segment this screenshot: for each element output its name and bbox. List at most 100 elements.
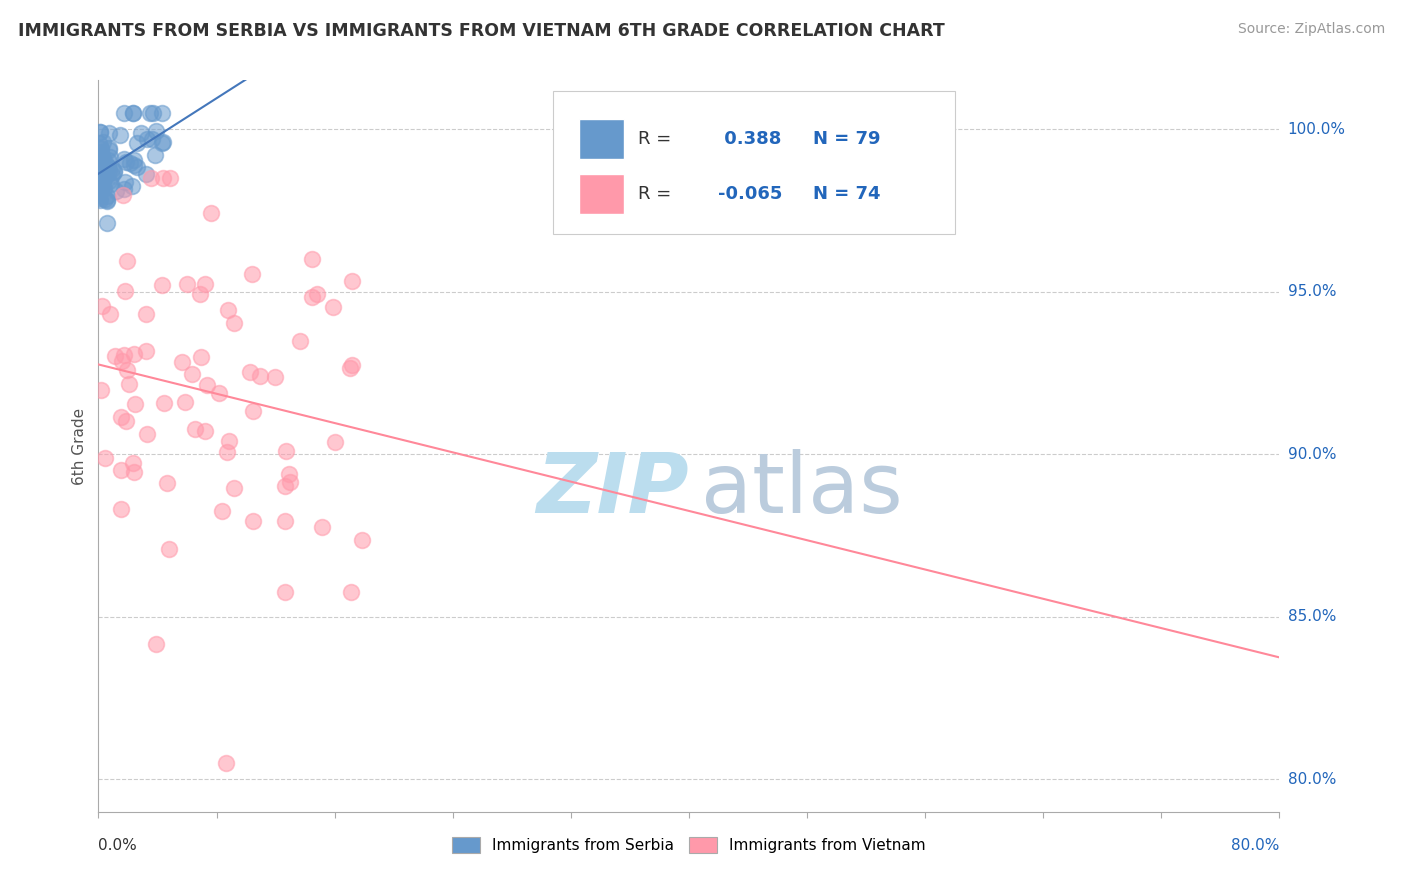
Point xyxy=(101,169,124,183)
Point xyxy=(114,284,136,298)
Point xyxy=(184,422,207,436)
Point xyxy=(124,397,146,411)
Point xyxy=(90,180,112,194)
Point xyxy=(89,164,111,178)
Point xyxy=(138,105,160,120)
Point xyxy=(108,128,131,143)
Point xyxy=(90,148,112,162)
Point xyxy=(115,253,138,268)
Y-axis label: 6th Grade: 6th Grade xyxy=(72,408,87,484)
Point xyxy=(94,169,117,184)
Point xyxy=(242,404,264,418)
Point xyxy=(112,187,135,202)
Point xyxy=(173,395,195,409)
Point xyxy=(176,277,198,291)
FancyBboxPatch shape xyxy=(553,91,955,234)
Point xyxy=(152,170,174,185)
Point xyxy=(89,184,111,198)
Point xyxy=(89,191,111,205)
Point xyxy=(97,160,120,174)
Point xyxy=(115,363,138,377)
Point xyxy=(103,165,125,179)
Point xyxy=(301,252,323,266)
Point xyxy=(124,465,146,479)
Point xyxy=(90,161,112,175)
Point xyxy=(112,182,135,196)
Text: 80.0%: 80.0% xyxy=(1288,772,1336,787)
Point xyxy=(273,514,295,528)
Point xyxy=(145,124,167,138)
Bar xyxy=(579,174,624,214)
Point xyxy=(93,181,115,195)
Point xyxy=(311,519,333,533)
Point xyxy=(96,216,118,230)
Point xyxy=(90,161,112,176)
Text: R =: R = xyxy=(638,130,672,148)
Point xyxy=(134,344,156,359)
Point xyxy=(89,157,111,171)
Point xyxy=(89,125,111,139)
Point xyxy=(122,347,145,361)
Point xyxy=(97,126,120,140)
Point xyxy=(103,163,125,178)
Text: -0.065: -0.065 xyxy=(718,185,783,202)
Point xyxy=(94,451,117,466)
Point xyxy=(93,154,115,169)
Point xyxy=(125,136,148,150)
Point xyxy=(100,161,122,176)
Point xyxy=(112,348,135,362)
Point xyxy=(215,445,238,459)
Point xyxy=(90,161,112,176)
Point xyxy=(97,153,120,167)
Point xyxy=(98,174,121,188)
Point xyxy=(195,378,218,392)
Point xyxy=(190,350,212,364)
Point xyxy=(322,300,344,314)
Point xyxy=(352,533,374,547)
Point xyxy=(122,105,145,120)
Legend: Immigrants from Serbia, Immigrants from Vietnam: Immigrants from Serbia, Immigrants from … xyxy=(446,830,932,859)
Point xyxy=(277,467,299,481)
Point xyxy=(323,435,346,450)
Point xyxy=(90,175,112,189)
Text: 95.0%: 95.0% xyxy=(1288,284,1336,299)
Text: ZIP: ZIP xyxy=(536,450,689,531)
Point xyxy=(93,192,115,206)
Point xyxy=(89,136,111,151)
Point xyxy=(90,178,112,193)
Point xyxy=(96,194,118,208)
Point xyxy=(89,194,111,208)
Point xyxy=(104,349,127,363)
Point xyxy=(288,334,311,348)
Text: Source: ZipAtlas.com: Source: ZipAtlas.com xyxy=(1237,22,1385,37)
Point xyxy=(224,481,246,495)
Point xyxy=(97,163,120,178)
Point xyxy=(156,475,179,490)
Point xyxy=(91,154,114,169)
Point xyxy=(97,141,120,155)
Point xyxy=(340,274,363,288)
Point xyxy=(112,105,135,120)
Bar xyxy=(579,119,624,159)
Point xyxy=(97,160,120,174)
Point xyxy=(340,358,363,372)
Point xyxy=(135,426,157,441)
Point xyxy=(110,501,132,516)
Point xyxy=(150,277,173,292)
Point xyxy=(91,299,114,313)
Point xyxy=(91,178,114,193)
Point xyxy=(215,756,238,770)
Point xyxy=(274,479,297,493)
Point xyxy=(150,105,173,120)
Point xyxy=(89,154,111,169)
Point xyxy=(239,365,262,379)
Point xyxy=(122,105,145,120)
Point xyxy=(122,456,145,470)
Point xyxy=(114,175,136,189)
Text: N = 79: N = 79 xyxy=(813,130,880,148)
Point xyxy=(159,170,181,185)
Point xyxy=(135,132,157,146)
Point xyxy=(129,126,152,140)
Text: 0.0%: 0.0% xyxy=(98,838,138,853)
Point xyxy=(90,141,112,155)
